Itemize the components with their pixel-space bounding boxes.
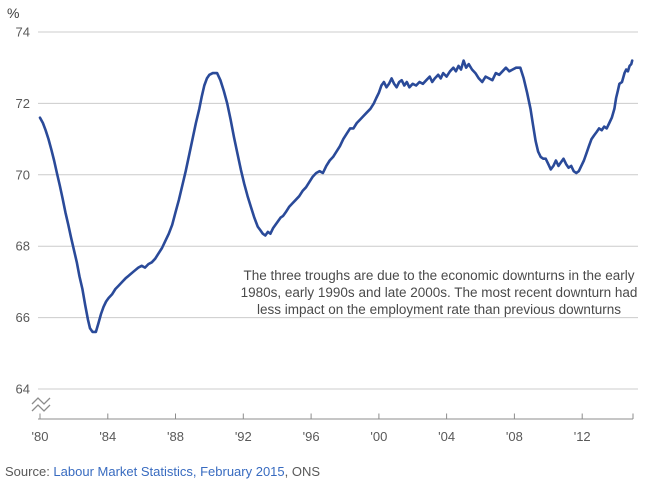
annotation: The three troughs are due to the economi… bbox=[238, 267, 640, 318]
y-axis-tick-label: 74 bbox=[16, 25, 30, 40]
source-line: Source: Labour Market Statistics, Februa… bbox=[5, 464, 320, 479]
x-axis-tick-label: '84 bbox=[99, 429, 116, 444]
x-axis-tick-label: '04 bbox=[438, 429, 455, 444]
source-suffix: , ONS bbox=[284, 464, 321, 479]
annotation-line: 1980s, early 1990s and late 2000s. The m… bbox=[240, 285, 638, 300]
x-axis-tick-label: '92 bbox=[235, 429, 252, 444]
employment-rate-line bbox=[38, 59, 634, 334]
y-axis-tick-label: 64 bbox=[16, 382, 30, 397]
x-axis-tick-label: '12 bbox=[574, 429, 591, 444]
x-axis-tick-label: '96 bbox=[303, 429, 320, 444]
y-axis-unit-label: % bbox=[7, 5, 20, 21]
y-axis-tick-label: 68 bbox=[16, 239, 30, 254]
x-axis-tick-label: '08 bbox=[506, 429, 523, 444]
x-axis-tick-label: '80 bbox=[32, 429, 49, 444]
annotation-line: less impact on the employment rate than … bbox=[257, 302, 621, 317]
y-axis-tick-label: 66 bbox=[16, 310, 30, 325]
source-prefix: Source: bbox=[5, 464, 54, 479]
y-axis-tick-label: 70 bbox=[16, 167, 30, 182]
annotation-line: The three troughs are due to the economi… bbox=[243, 268, 635, 283]
employment-rate-chart: 64 66 68 70 72 74 '80 '84 '88 '92 '96 '00 '04 '08 '12 bbox=[16, 25, 638, 444]
y-axis-tick-label: 72 bbox=[16, 96, 30, 111]
axis-break-icon bbox=[31, 397, 51, 405]
x-axis-tick-label: '00 bbox=[370, 429, 387, 444]
axis-break-icon bbox=[31, 404, 51, 412]
x-axis-tick-label: '88 bbox=[167, 429, 184, 444]
source-link[interactable]: Labour Market Statistics, February 2015 bbox=[53, 464, 285, 479]
